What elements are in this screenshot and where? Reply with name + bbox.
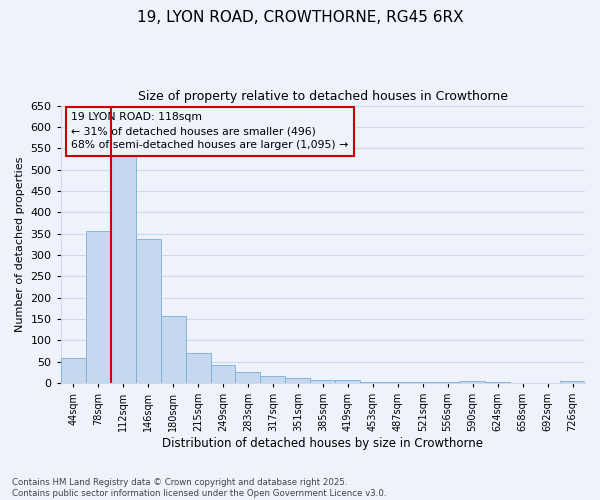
- Bar: [485, 382, 510, 383]
- Bar: [385, 382, 410, 383]
- Bar: [361, 382, 385, 383]
- Bar: [310, 380, 335, 383]
- Text: 19 LYON ROAD: 118sqm
← 31% of detached houses are smaller (496)
68% of semi-deta: 19 LYON ROAD: 118sqm ← 31% of detached h…: [71, 112, 349, 150]
- Bar: [136, 239, 161, 383]
- Bar: [260, 376, 286, 383]
- X-axis label: Distribution of detached houses by size in Crowthorne: Distribution of detached houses by size …: [163, 437, 484, 450]
- Bar: [460, 381, 485, 383]
- Bar: [435, 382, 460, 383]
- Text: Contains HM Land Registry data © Crown copyright and database right 2025.
Contai: Contains HM Land Registry data © Crown c…: [12, 478, 386, 498]
- Bar: [185, 353, 211, 383]
- Bar: [110, 150, 136, 383]
- Title: Size of property relative to detached houses in Crowthorne: Size of property relative to detached ho…: [138, 90, 508, 103]
- Bar: [61, 358, 86, 383]
- Bar: [211, 364, 235, 383]
- Bar: [335, 380, 361, 383]
- Bar: [286, 378, 310, 383]
- Bar: [86, 232, 110, 383]
- Text: 19, LYON ROAD, CROWTHORNE, RG45 6RX: 19, LYON ROAD, CROWTHORNE, RG45 6RX: [137, 10, 463, 25]
- Bar: [560, 381, 585, 383]
- Bar: [161, 316, 185, 383]
- Bar: [410, 382, 435, 383]
- Bar: [235, 372, 260, 383]
- Y-axis label: Number of detached properties: Number of detached properties: [15, 156, 25, 332]
